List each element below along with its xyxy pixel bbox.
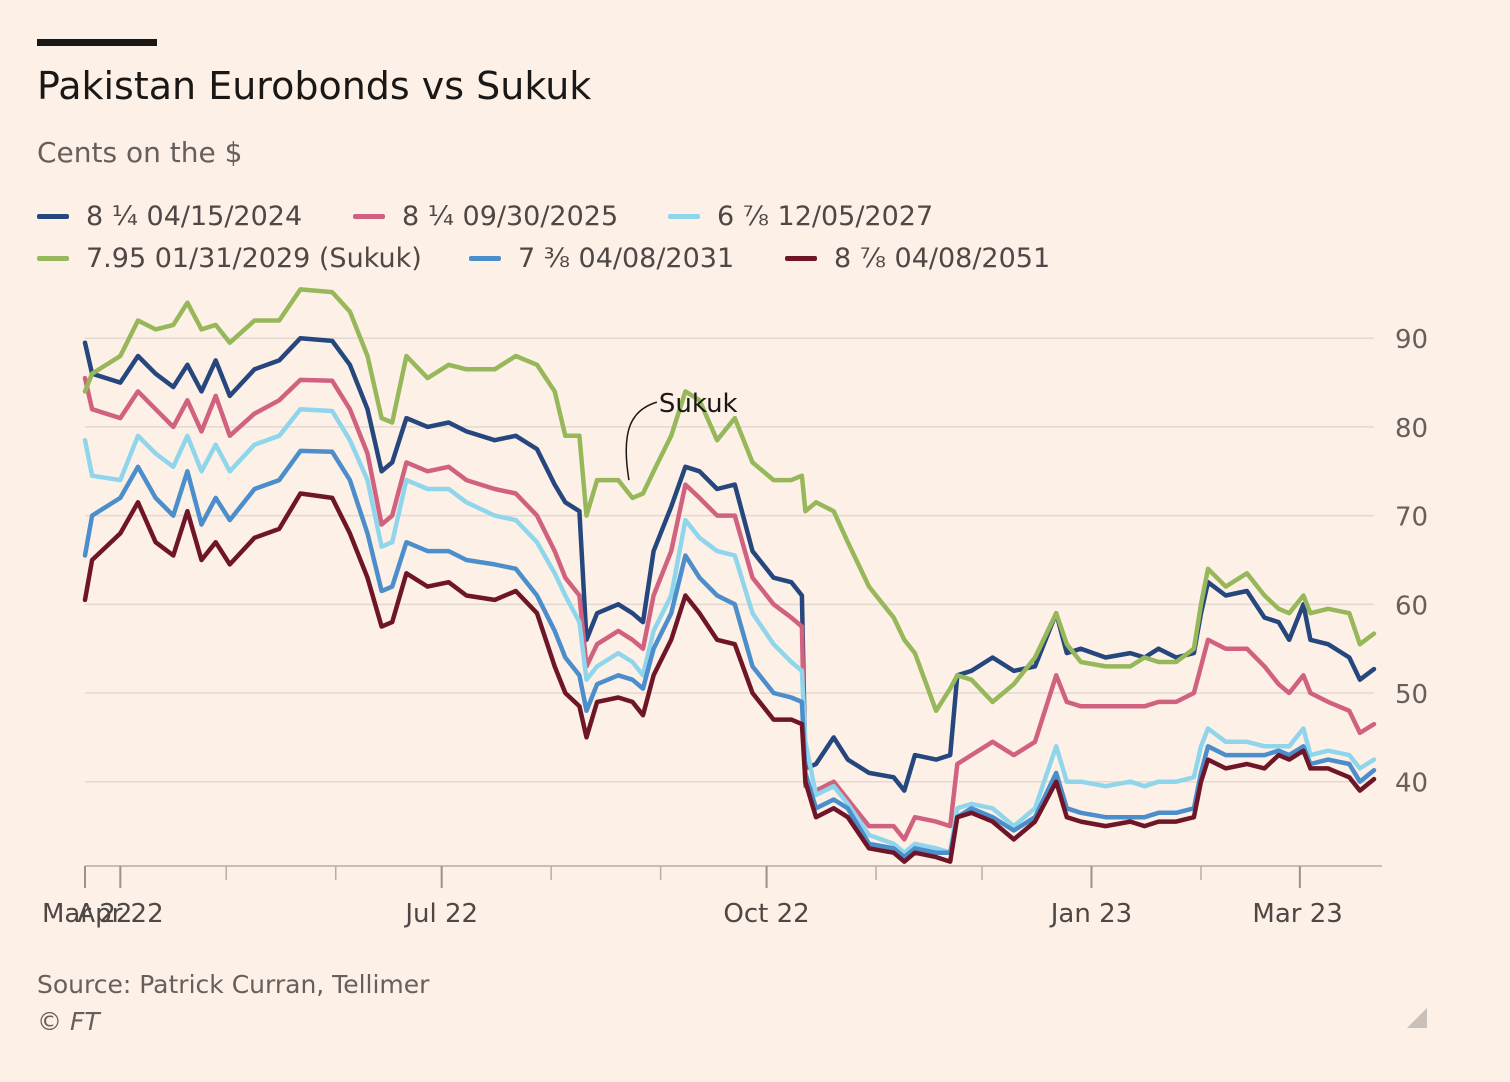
x-tick-label: Apr 22 — [77, 899, 163, 929]
annotation-label: Sukuk — [659, 389, 738, 419]
chart-subtitle: Cents on the $ — [37, 136, 243, 169]
x-tick-label: Oct 22 — [723, 899, 809, 929]
legend-item-2031: 7 ⅜ 04/08/2031 — [469, 238, 734, 278]
legend-item-2027: 6 ⅞ 12/05/2027 — [668, 196, 933, 236]
resize-corner-icon — [1407, 1008, 1427, 1028]
annotation-leader-line — [625, 401, 658, 481]
legend-swatch — [37, 255, 69, 261]
x-tick-label: Jan 23 — [1049, 899, 1132, 929]
y-tick-label: 50 — [1395, 680, 1428, 710]
legend-label: 8 ¼ 04/15/2024 — [86, 200, 303, 232]
x-tick-label: Mar 23 — [1252, 899, 1342, 929]
x-tick-label: Jul 22 — [403, 899, 478, 929]
copyright-note: © FT — [37, 1007, 100, 1036]
legend-label: 8 ¼ 09/30/2025 — [402, 200, 619, 232]
legend-label: 8 ⅞ 04/08/2051 — [834, 242, 1051, 274]
y-tick-label: 70 — [1395, 503, 1428, 533]
source-note: Source: Patrick Curran, Tellimer — [37, 970, 430, 999]
chart-title: Pakistan Eurobonds vs Sukuk — [37, 64, 592, 108]
legend-label: 7.95 01/31/2029 (Sukuk) — [86, 242, 422, 274]
series-line-4 — [82, 287, 1377, 714]
legend-item-2051: 8 ⅞ 04/08/2051 — [785, 238, 1050, 278]
x-tick-label: Mar 22 — [42, 899, 132, 929]
legend-swatch — [668, 213, 700, 219]
legend-item-2029-sukuk: 7.95 01/31/2029 (Sukuk) — [37, 238, 422, 278]
series-line-2 — [82, 375, 1377, 842]
series-line-1 — [82, 335, 1377, 793]
legend-swatch — [37, 213, 69, 219]
legend-label: 7 ⅜ 04/08/2031 — [518, 242, 735, 274]
y-tick-label: 40 — [1395, 769, 1428, 799]
legend-item-2025: 8 ¼ 09/30/2025 — [353, 196, 618, 236]
y-tick-label: 90 — [1395, 325, 1428, 355]
legend-item-2024: 8 ¼ 04/15/2024 — [37, 196, 302, 236]
y-tick-label: 80 — [1395, 414, 1428, 444]
y-tick-label: 60 — [1395, 591, 1428, 621]
series-line-6 — [82, 491, 1377, 864]
title-accent-bar — [37, 39, 157, 46]
legend-swatch — [469, 255, 501, 261]
legend-swatch — [353, 213, 385, 219]
legend-swatch — [785, 255, 817, 261]
legend-label: 6 ⅞ 12/05/2027 — [717, 200, 934, 232]
series-line-3 — [82, 406, 1377, 855]
series-line-5 — [82, 448, 1377, 860]
legend: 8 ¼ 04/15/2024 8 ¼ 09/30/2025 6 ⅞ 12/05/… — [37, 196, 1137, 286]
